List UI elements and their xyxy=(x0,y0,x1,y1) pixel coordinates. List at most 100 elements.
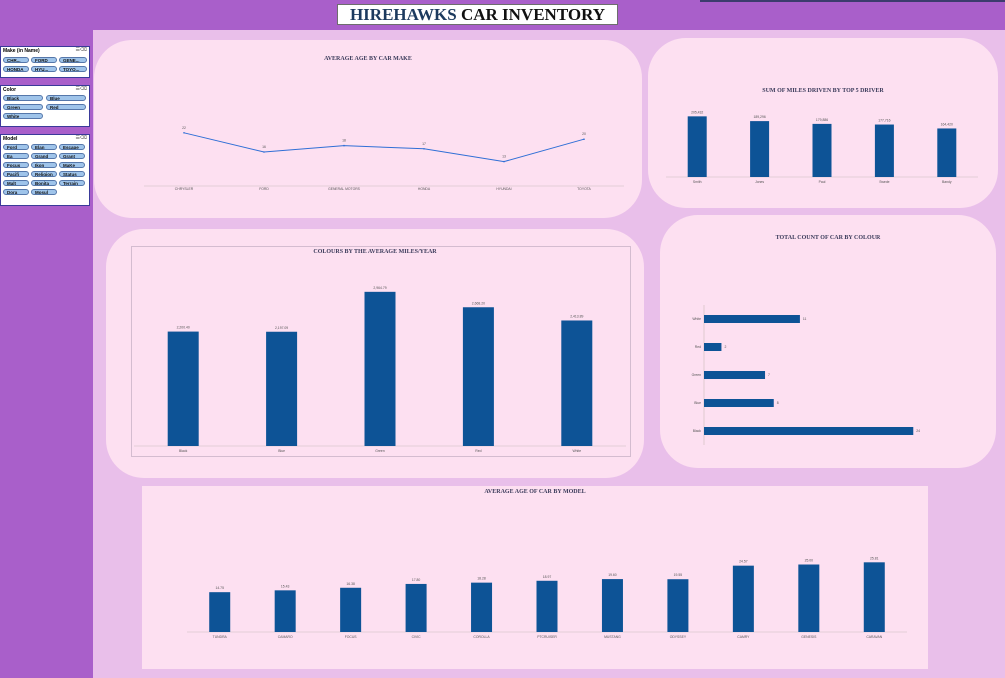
tick-label: HYUNDAI xyxy=(496,187,511,191)
slicer-chip[interactable]: Dora xyxy=(3,189,29,195)
data-label: 24 xyxy=(916,429,920,433)
bar xyxy=(667,579,689,632)
slicer-chip[interactable]: Mosul xyxy=(31,189,57,195)
bar xyxy=(405,583,427,632)
slicer-chip[interactable]: HONDA xyxy=(3,66,29,72)
slicer-chip[interactable]: Escape xyxy=(59,144,85,150)
tick-label: Green xyxy=(375,449,385,453)
data-point xyxy=(423,148,425,150)
dashboard-title: HIREHAWKS CAR INVENTORY xyxy=(337,4,618,25)
data-label: 20 xyxy=(582,132,586,136)
bar xyxy=(704,427,914,435)
slicer-chip[interactable]: Terrain xyxy=(59,180,85,186)
data-label: 22 xyxy=(182,126,186,130)
slicer-chip[interactable]: Red xyxy=(46,104,86,110)
slicer-chip[interactable]: Pacifi xyxy=(3,171,29,177)
slicer-chip[interactable]: TOYO... xyxy=(59,66,87,72)
tick-label: FOCUS xyxy=(345,635,358,639)
make-slicer[interactable]: Make (in Name) ☰⌫ CHR... FORD GENE... HON… xyxy=(0,46,90,78)
tick-label: CIVIC xyxy=(412,635,422,639)
tick-label: ODYSSEY xyxy=(670,635,687,639)
data-point xyxy=(583,138,585,140)
data-label: 2,197.09 xyxy=(275,326,288,330)
bar xyxy=(274,590,296,632)
data-label: 18.28 xyxy=(477,577,486,581)
data-label: 17 xyxy=(422,142,426,146)
tick-label: Paul xyxy=(819,180,826,184)
slicer-chip[interactable]: CHR... xyxy=(3,57,29,63)
slicer-chip[interactable]: FORD xyxy=(31,57,57,63)
tick-label: Black xyxy=(179,449,188,453)
bar xyxy=(687,116,707,177)
slicer-chip[interactable]: Status xyxy=(59,171,85,177)
data-point xyxy=(183,132,185,134)
age-by-make-panel: AVERAGE AGE BY CAR MAKE 22 CHRYSLER 16 FORD… xyxy=(94,40,642,218)
clear-filter-icon[interactable]: ☰⌫ xyxy=(75,135,87,141)
slicer-chip[interactable]: Ford xyxy=(3,144,29,150)
age-by-model-title: AVERAGE AGE OF CAR BY MODEL xyxy=(484,489,586,495)
slicer-chip[interactable]: Ea xyxy=(3,153,29,159)
slicer-chip[interactable]: HYU... xyxy=(31,66,57,72)
tick-label: GENERAL MOTORS xyxy=(328,187,361,191)
tick-label: CAMARO xyxy=(278,635,293,639)
bar xyxy=(536,580,558,632)
model-slicer-title: Model xyxy=(3,136,18,142)
bar xyxy=(340,587,362,632)
age-by-model-panel: AVERAGE AGE OF CAR BY MODEL 14.75 TUNDRA 1… xyxy=(142,486,928,669)
tick-label: Jones xyxy=(755,180,764,184)
age-by-make-title: AVERAGE AGE BY CAR MAKE xyxy=(324,56,412,62)
slicer-chip[interactable]: MaKe xyxy=(59,162,85,168)
data-label: 24.57 xyxy=(739,560,748,564)
slicer-chip[interactable]: Black xyxy=(3,95,43,101)
slicer-chip[interactable]: Malt xyxy=(3,180,29,186)
clear-filter-icon[interactable]: ☰⌫ xyxy=(75,47,87,53)
tick-label: COROLLA xyxy=(473,635,490,639)
slicer-chip[interactable]: Grand xyxy=(31,153,57,159)
data-label: 19.60 xyxy=(608,573,617,577)
slicer-chip[interactable]: White xyxy=(3,113,43,119)
data-label: 2,668.20 xyxy=(472,301,485,305)
data-label: 17.80 xyxy=(412,578,421,582)
bar xyxy=(704,371,766,379)
slicer-chip[interactable]: Bonita xyxy=(31,180,57,186)
slicer-chip[interactable]: Blue xyxy=(46,95,86,101)
slicer-chip[interactable]: GENE... xyxy=(59,57,87,63)
data-label: 15.43 xyxy=(281,584,290,588)
age-by-make-chart: 22 CHRYSLER 16 FORD 18 GENERAL MOTORS 17 HONDA 1… xyxy=(144,126,624,191)
slicer-chip[interactable]: Religion xyxy=(31,171,57,177)
slicer-chip[interactable]: Focus xyxy=(3,162,29,168)
miles-top5-chart: 205,432 Smith 189,296 Jones 179,886 Paul 177,7… xyxy=(666,110,978,184)
colour-miles-frame xyxy=(131,246,631,457)
bar xyxy=(798,564,820,632)
data-point xyxy=(263,151,265,153)
slicer-chip[interactable]: Elan xyxy=(31,144,57,150)
tick-label: White xyxy=(692,317,701,321)
bar xyxy=(601,579,623,632)
data-label: 8 xyxy=(777,401,779,405)
slicer-chip[interactable]: Grant xyxy=(59,153,85,159)
color-slicer[interactable]: Color ☰⌫ Black Blue Green Red White xyxy=(0,85,90,127)
tick-label: FORD xyxy=(259,187,269,191)
bar xyxy=(732,565,754,632)
bar xyxy=(937,128,957,177)
data-label: 14.75 xyxy=(215,586,224,590)
bar xyxy=(266,331,298,446)
data-label: 177,716 xyxy=(878,119,890,123)
tick-label: GENESIS xyxy=(801,635,817,639)
title-rest: CAR INVENTORY xyxy=(460,5,606,24)
tick-label: TOYOTA xyxy=(577,187,591,191)
color-slicer-title: Color xyxy=(3,87,17,93)
data-label: 2,964.79 xyxy=(373,286,386,290)
tick-label: Smith xyxy=(693,180,702,184)
tick-label: PTCRUISER xyxy=(537,635,557,639)
bar xyxy=(863,562,885,632)
bar xyxy=(812,123,832,177)
slicer-chip[interactable]: Ikon xyxy=(31,162,57,168)
model-slicer[interactable]: Model ☰⌫ Ford Elan Escape Ea Grand Grant Focus I… xyxy=(0,134,90,206)
title-brand: HIREHAWKS xyxy=(349,5,457,24)
slicer-chip[interactable]: Green xyxy=(3,104,43,110)
tick-label: Blue xyxy=(694,401,701,405)
make-slicer-title: Make (in Name) xyxy=(3,48,40,54)
clear-filter-icon[interactable]: ☰⌫ xyxy=(75,86,87,92)
count-colour-title: TOTAL COUNT OF CAR BY COLOUR xyxy=(775,235,881,241)
